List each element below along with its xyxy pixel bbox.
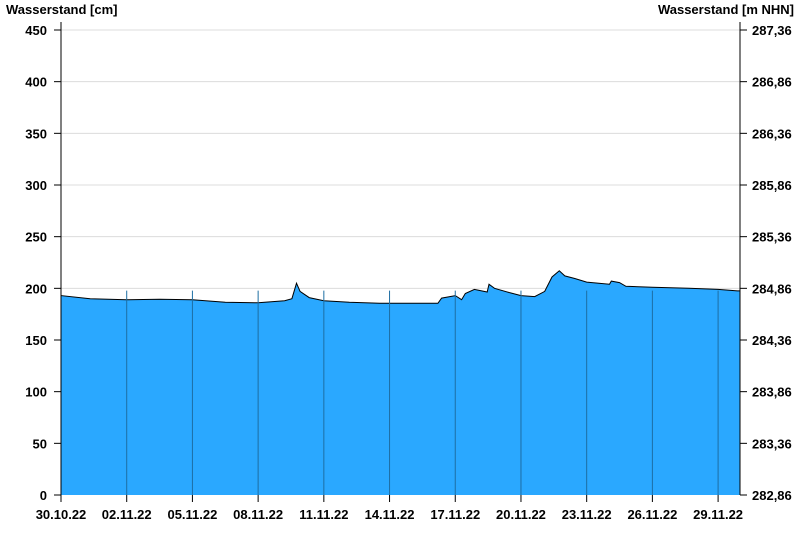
x-tick-label: 17.11.22 [430, 507, 480, 522]
left-axis-title: Wasserstand [cm] [6, 2, 118, 17]
left-tick-label: 250 [25, 230, 47, 245]
left-tick-label: 50 [33, 436, 47, 451]
x-tick-label: 11.11.22 [299, 507, 348, 522]
left-tick-label: 450 [25, 23, 47, 38]
water-level-line [60, 270, 741, 304]
x-tick-label: 14.11.22 [365, 507, 415, 522]
x-tick-label: 29.11.22 [693, 507, 743, 522]
right-tick-label: 285,86 [752, 178, 792, 193]
left-tick-label: 0 [40, 488, 47, 503]
x-tick-label: 08.11.22 [233, 507, 283, 522]
x-tick-label: 20.11.22 [496, 507, 546, 522]
left-tick-label: 200 [25, 281, 47, 296]
right-tick-label: 284,86 [752, 281, 792, 296]
left-tick-label: 400 [25, 75, 47, 90]
x-tick-label: 05.11.22 [167, 507, 217, 522]
right-tick-label: 283,36 [752, 436, 792, 451]
left-tick-label: 150 [25, 333, 47, 348]
right-tick-label: 286,36 [752, 126, 792, 141]
left-tick-label: 100 [25, 385, 47, 400]
x-tick-label: 23.11.22 [562, 507, 612, 522]
right-tick-label: 287,36 [752, 23, 792, 38]
left-tick-label: 300 [25, 178, 47, 193]
right-axis-title: Wasserstand [m NHN] [657, 2, 794, 17]
x-tick-label: 30.10.22 [36, 507, 87, 522]
right-tick-label: 286,86 [752, 75, 792, 90]
right-tick-label: 285,36 [752, 230, 792, 245]
right-tick-label: 284,36 [752, 333, 792, 348]
right-tick-label: 283,86 [752, 385, 792, 400]
left-tick-label: 350 [25, 126, 47, 141]
water-level-area [61, 270, 740, 495]
right-tick-label: 282,86 [752, 488, 792, 503]
x-tick-label: 02.11.22 [102, 507, 152, 522]
x-tick-label: 26.11.22 [627, 507, 677, 522]
